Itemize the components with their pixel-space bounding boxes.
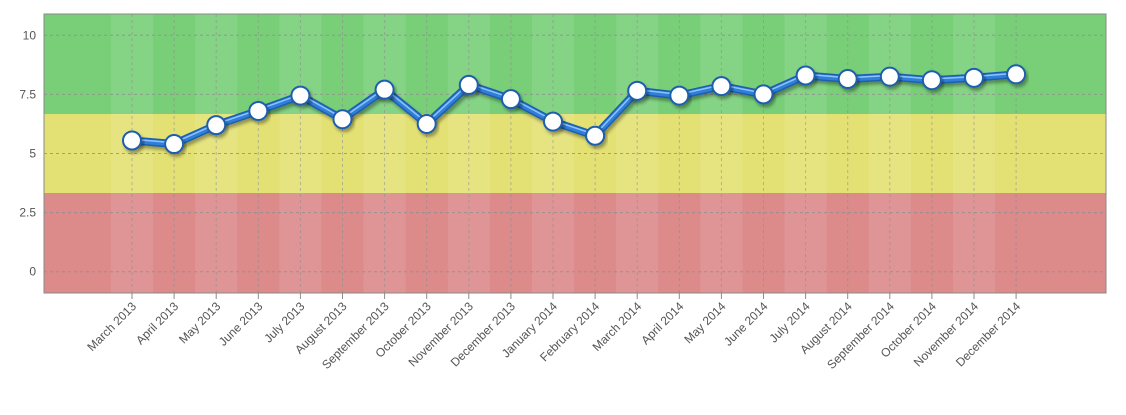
plot-border [43, 13, 1107, 294]
data-point [921, 70, 942, 91]
data-point [290, 85, 311, 106]
series-line-highlight [131, 72, 1017, 144]
data-point [122, 130, 142, 151]
data-point [585, 125, 606, 146]
x-tick-label: April 2013 [133, 299, 181, 347]
series-line [129, 71, 1019, 147]
data-point [837, 69, 858, 90]
y-tick-label: 5 [29, 147, 36, 161]
data-point [164, 134, 185, 155]
data-point [669, 85, 690, 106]
y-tick-label: 10 [23, 28, 37, 42]
x-tick-label: March 2013 [84, 299, 139, 354]
data-point [374, 79, 395, 100]
data-point [711, 76, 732, 97]
data-point [500, 89, 521, 110]
data-point [879, 66, 900, 87]
data-point [416, 113, 437, 134]
series-layer [122, 64, 1027, 155]
data-point [206, 115, 227, 136]
y-axis: 0 2.5 5 7.5 10 [19, 28, 36, 278]
data-point [248, 100, 269, 121]
x-tick-label: June 2014 [721, 299, 771, 349]
y-tick-label: 0 [29, 265, 36, 279]
y-tick-label: 7.5 [19, 87, 36, 101]
data-point [753, 84, 774, 105]
data-point [332, 109, 353, 130]
y-tick-label: 2.5 [19, 206, 36, 220]
data-point [543, 111, 563, 132]
x-tick-label: April 2014 [638, 299, 686, 347]
data-point [627, 80, 648, 101]
band-2 [44, 14, 1106, 115]
data-point [964, 67, 984, 88]
x-tick-label: June 2013 [216, 299, 266, 349]
data-point [1006, 64, 1027, 85]
data-point [458, 74, 479, 95]
data-point [795, 65, 816, 86]
band-0 [44, 192, 1106, 293]
